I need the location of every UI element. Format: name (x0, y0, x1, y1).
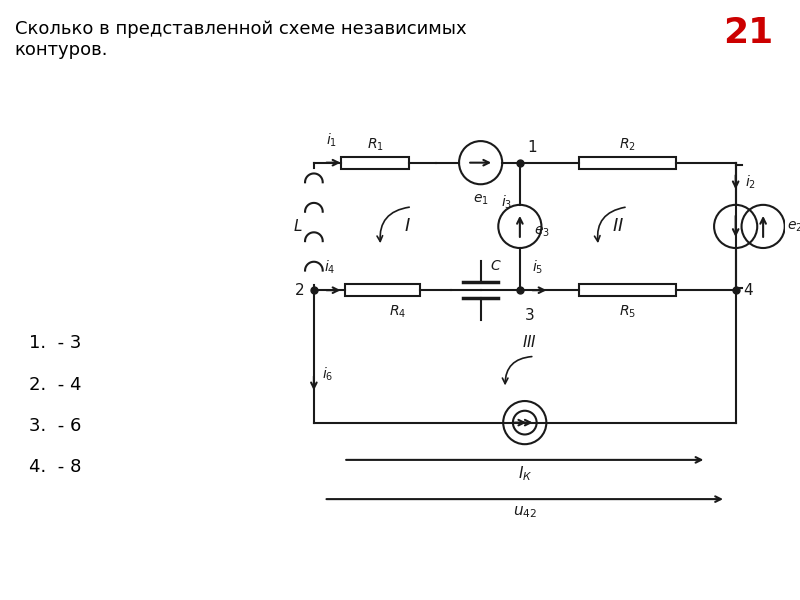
Text: $e_3$: $e_3$ (534, 224, 550, 239)
Text: Сколько в представленной схеме независимых
контуров.: Сколько в представленной схеме независим… (14, 20, 466, 59)
Text: $R_5$: $R_5$ (619, 304, 636, 320)
Text: 3.  - 6: 3. - 6 (30, 417, 82, 435)
Bar (342, 157, 409, 169)
Text: 21: 21 (722, 16, 773, 50)
Text: $i_3$: $i_3$ (501, 194, 512, 211)
Bar (579, 284, 676, 296)
Text: $i_2$: $i_2$ (746, 173, 757, 191)
Text: $L$: $L$ (293, 218, 302, 235)
Text: 1.  - 3: 1. - 3 (30, 334, 82, 352)
Text: 2: 2 (294, 283, 304, 298)
Text: $i_4$: $i_4$ (324, 259, 335, 277)
Text: $u_{42}$: $u_{42}$ (513, 504, 537, 520)
Text: $e_1$: $e_1$ (473, 192, 489, 206)
Text: 1: 1 (528, 140, 538, 155)
Text: $R_1$: $R_1$ (366, 136, 384, 153)
Text: $R_4$: $R_4$ (389, 304, 406, 320)
Text: 4: 4 (743, 283, 753, 298)
Text: $I$: $I$ (404, 217, 410, 235)
Text: 2.  - 4: 2. - 4 (30, 376, 82, 394)
Text: $i_1$: $i_1$ (326, 131, 337, 149)
Text: $R_2$: $R_2$ (619, 136, 636, 153)
Bar (579, 157, 676, 169)
Text: 3: 3 (525, 308, 534, 323)
Text: 4.  - 8: 4. - 8 (30, 458, 82, 476)
Text: $III$: $III$ (522, 334, 538, 350)
Bar (345, 284, 420, 296)
Text: $C$: $C$ (490, 259, 502, 272)
Text: $e_2$: $e_2$ (786, 219, 800, 233)
Text: $i_6$: $i_6$ (322, 366, 333, 383)
Text: $i_5$: $i_5$ (532, 259, 543, 277)
Text: $I_К$: $I_К$ (518, 465, 532, 484)
Text: $II$: $II$ (612, 217, 624, 235)
